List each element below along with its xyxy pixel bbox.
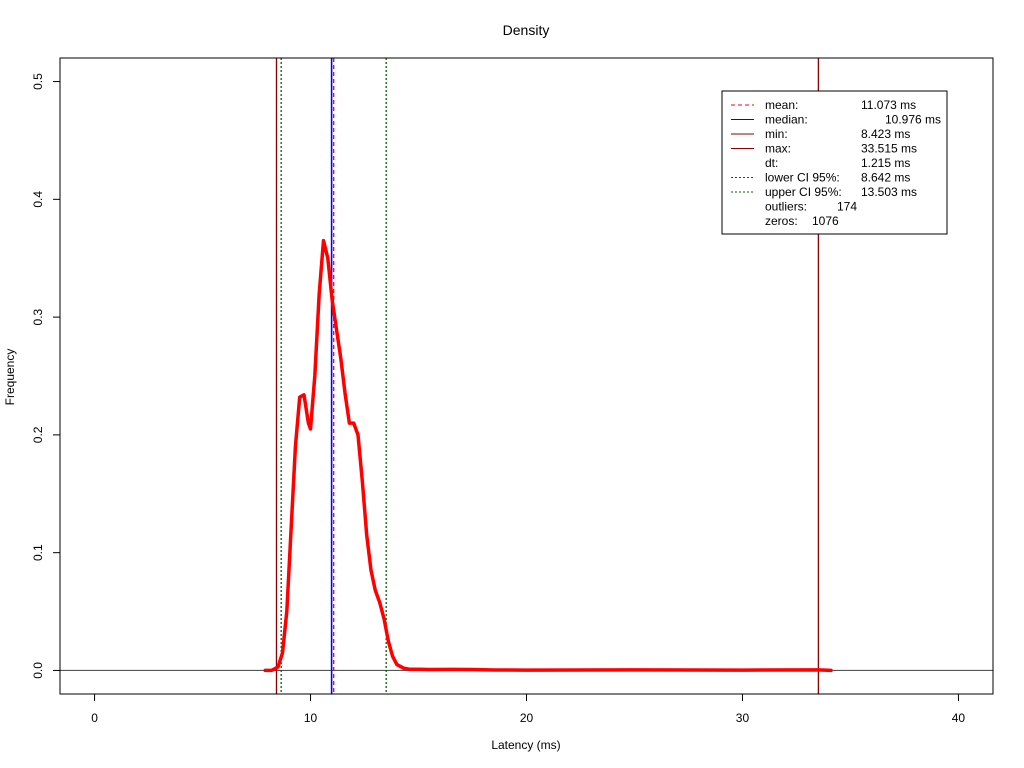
legend-value: 13.503 ms: [861, 185, 917, 199]
legend-value: 33.515 ms: [861, 142, 917, 156]
legend-box: [721, 90, 948, 235]
legend-entry: lower CI 95%: 8.642 ms: [731, 171, 910, 185]
y-axis-label: Frequency: [3, 349, 17, 406]
density-curve: [263, 238, 833, 673]
legend-label: upper CI 95%:: [765, 185, 842, 199]
legend-value: 1.215 ms: [861, 156, 910, 170]
y-tick-label: 0.4: [31, 191, 45, 208]
y-tick-label: 0.0: [31, 662, 45, 679]
legend-label: outliers:: [765, 200, 807, 214]
legend-entry: zeros: 1076: [765, 214, 839, 228]
legend-label: zeros:: [765, 214, 798, 228]
legend-entry: max: 33.515 ms: [731, 142, 917, 156]
legend-label: max:: [765, 142, 791, 156]
legend-entry: median: 10.976 ms: [731, 113, 941, 127]
y-tick-label: 0.5: [31, 73, 45, 90]
plot-frame: [59, 57, 994, 695]
legend-value: 8.423 ms: [861, 127, 910, 141]
legend-label: dt:: [765, 156, 778, 170]
legend-label: median:: [765, 113, 808, 127]
y-tick-label: 0.2: [31, 426, 45, 443]
x-tick-label: 30: [736, 711, 750, 725]
legend-entry: dt: 1.215 ms: [765, 156, 910, 170]
legend-label: min:: [765, 127, 788, 141]
x-tick-label: 20: [520, 711, 534, 725]
y-tick-label: 0.3: [31, 308, 45, 325]
legend-entry: mean: 11.073 ms: [731, 98, 916, 112]
legend-value: 174: [837, 200, 857, 214]
y-tick-label: 0.1: [31, 544, 45, 561]
legend: mean: 11.073 ms median: 10.976 ms min: 8.423 …: [721, 90, 948, 235]
legend-value: 11.073 ms: [861, 98, 916, 112]
x-tick-label: 10: [304, 711, 318, 725]
legend-entry: min: 8.423 ms: [731, 127, 910, 141]
legend-label: lower CI 95%:: [765, 171, 840, 185]
x-tick-label: 40: [952, 711, 966, 725]
x-tick-label: 0: [91, 711, 98, 725]
x-axis-label: Latency (ms): [491, 738, 560, 752]
legend-label: mean:: [765, 98, 798, 112]
legend-value: 10.976 ms: [885, 113, 941, 127]
legend-value: 8.642 ms: [861, 171, 910, 185]
chart-title: Density: [503, 22, 550, 38]
legend-entry: outliers: 174: [765, 200, 857, 214]
legend-value: 1076: [812, 214, 839, 228]
legend-entry: upper CI 95%: 13.503 ms: [731, 185, 917, 199]
